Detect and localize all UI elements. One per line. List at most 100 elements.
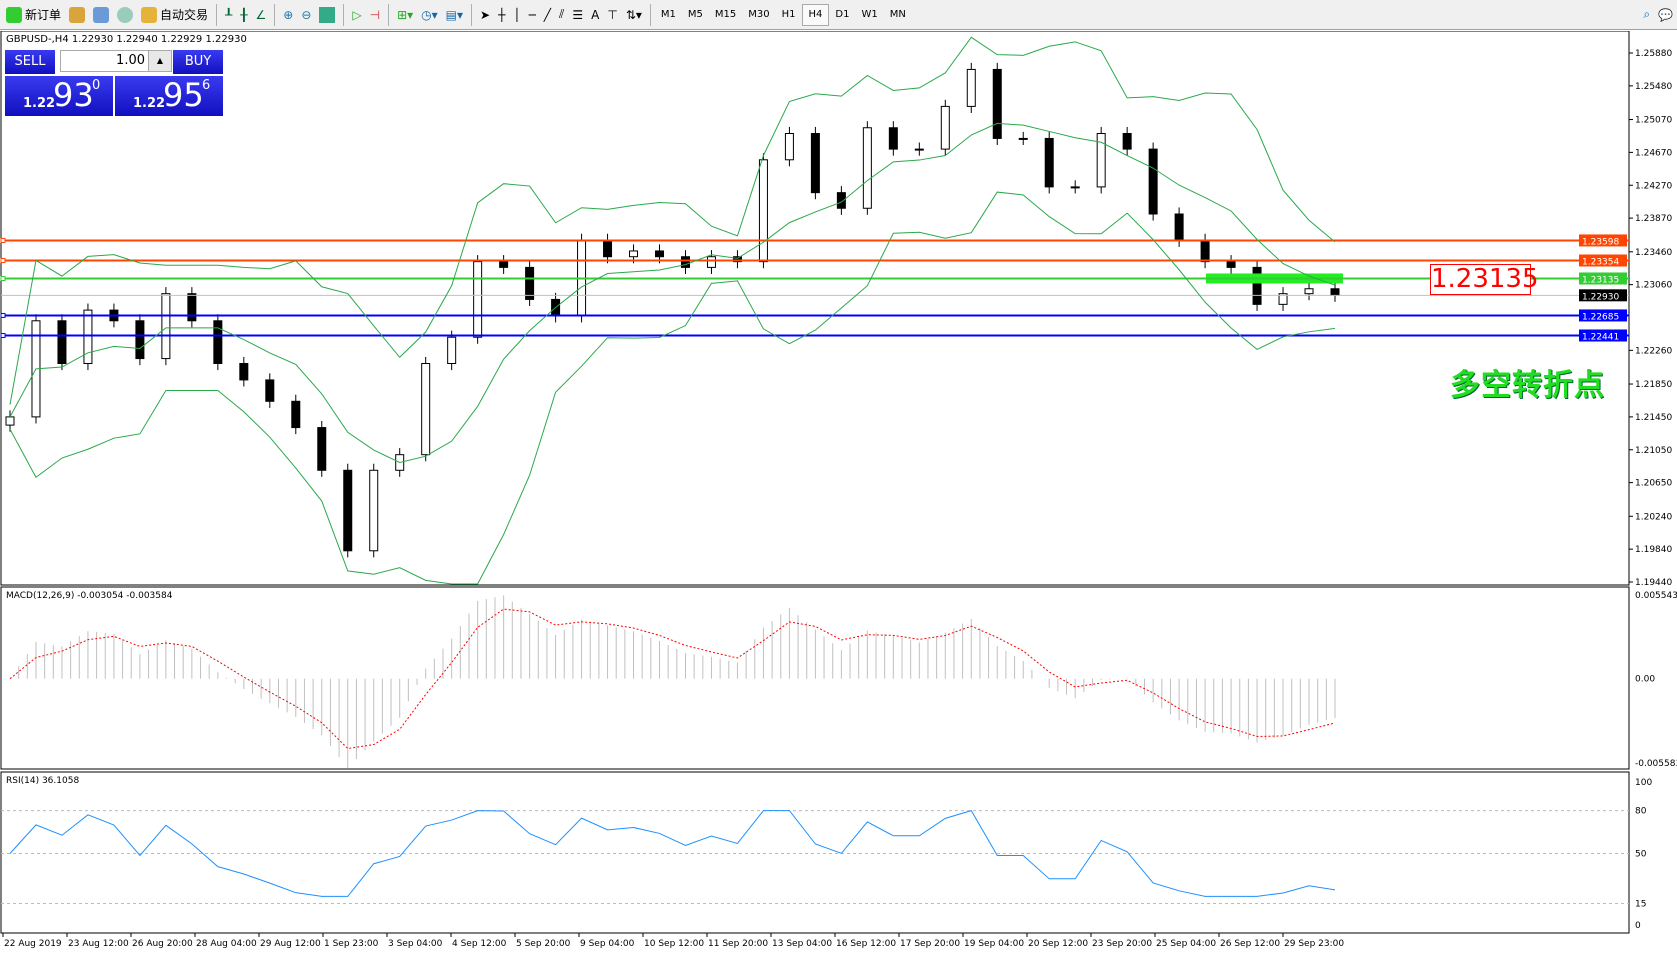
line-handle (0, 275, 6, 281)
timeframe-h4[interactable]: H4 (801, 3, 830, 26)
candle (83, 309, 93, 365)
zoom-out-button[interactable]: ⊖ (297, 3, 315, 27)
candle (992, 68, 1002, 139)
lot-size-input[interactable]: 1.00 (60, 50, 172, 72)
candle-chart-button[interactable]: ╂ (236, 3, 251, 27)
crosshair-button[interactable]: ┼ (494, 3, 509, 27)
candle (836, 192, 846, 209)
time-label: 4 Sep 12:00 (452, 939, 507, 949)
indicators-button[interactable]: ⊞▾ (393, 3, 417, 27)
rsi-label: RSI(14) 36.1058 (6, 776, 79, 786)
autoscroll-button[interactable]: ▷ (348, 3, 365, 27)
timeframe-mn[interactable]: MN (889, 9, 906, 20)
cursor-icon: ➤ (480, 7, 491, 22)
sell-button[interactable]: SELL (5, 50, 55, 74)
time-label: 29 Aug 12:00 (260, 939, 321, 949)
vertical-line-icon: │ (513, 7, 521, 22)
time-label: 29 Sep 23:00 (1284, 939, 1344, 949)
macd-label: MACD(12,26,9) -0.003054 -0.003584 (6, 591, 173, 601)
search-button[interactable]: ⌕ (1639, 3, 1654, 27)
price-tick-label: 1.20650 (1635, 479, 1672, 489)
candle (940, 105, 950, 150)
history-button[interactable] (65, 3, 89, 27)
candle (1044, 137, 1054, 188)
time-label: 17 Sep 20:00 (900, 939, 960, 949)
timeframe-d1[interactable]: D1 (835, 9, 850, 20)
template-icon: ▤▾ (445, 7, 464, 22)
periods-button[interactable]: ◷▾ (417, 3, 442, 27)
channel-button[interactable]: ⫽ (555, 3, 568, 27)
bar-chart-icon: ┸ (225, 7, 233, 22)
text-label-button[interactable]: ⊤ (603, 3, 621, 27)
time-label: 22 Aug 2019 (4, 939, 62, 949)
price-label-box (1579, 309, 1627, 322)
line-handle (0, 312, 6, 318)
arrows-button[interactable]: ⇅▾ (622, 3, 646, 27)
crosshair-icon: ┼ (498, 7, 506, 22)
text-button[interactable]: A (587, 3, 603, 27)
bollinger-upper (9, 36, 1336, 405)
timeframe-m30[interactable]: M30 (748, 9, 770, 20)
cursor-button[interactable]: ➤ (476, 3, 494, 27)
rsi-tick-label: 100 (1635, 778, 1652, 788)
chart-canvas[interactable]: 1.25880 1.25480 1.25070 1.24670 1.24270 1.238… (0, 30, 1677, 950)
chart-shift-button[interactable]: ⊣ (366, 3, 384, 27)
candle (966, 68, 976, 107)
rsi-tick-label: 50 (1635, 850, 1647, 860)
candle (758, 159, 768, 263)
price-tick-label: 1.25880 (1635, 49, 1672, 59)
line-handle (0, 332, 6, 338)
candle (680, 256, 690, 268)
candle (629, 250, 639, 258)
line-chart-button[interactable]: ∠ (252, 3, 271, 27)
timeframe-m15[interactable]: M15 (714, 9, 737, 20)
templates-button[interactable]: ▤▾ (442, 3, 467, 27)
time-label: 9 Sep 04:00 (580, 939, 635, 949)
timeframe-w1[interactable]: W1 (861, 9, 878, 20)
vertical-line-button[interactable]: │ (509, 3, 524, 27)
new-order-icon (6, 6, 22, 23)
time-label: 26 Sep 12:00 (1220, 939, 1280, 949)
tile-windows-button[interactable] (315, 3, 339, 27)
candle (525, 266, 535, 300)
chart-shift-icon: ⊣ (369, 7, 381, 22)
buy-price[interactable]: 1.22 95 6 (115, 76, 223, 116)
sell-price[interactable]: 1.22 93 0 (5, 76, 113, 116)
bar-chart-button[interactable]: ┸ (221, 3, 236, 27)
candle (1304, 288, 1314, 295)
macd-tick-label: 0.00 (1635, 675, 1655, 685)
trendline-icon: ╱ (543, 7, 552, 22)
terminal-button[interactable] (89, 3, 113, 27)
chart-window[interactable]: 1.25880 1.25480 1.25070 1.24670 1.24270 1.238… (0, 30, 1677, 950)
channel-icon: ⫽ (559, 7, 565, 21)
fibonacci-button[interactable]: ☰ (568, 3, 587, 27)
candle (862, 127, 872, 209)
timeframe-m1[interactable]: M1 (660, 9, 676, 20)
buy-button[interactable]: BUY (173, 50, 223, 74)
signals-button[interactable] (113, 3, 137, 27)
timeframe-h1[interactable]: H1 (781, 9, 796, 20)
horizontal-line-icon: ─ (528, 7, 536, 22)
candle (655, 250, 665, 258)
chat-button[interactable]: 💬 (1654, 3, 1677, 27)
price-tick-label: 1.23060 (1635, 281, 1672, 291)
timeframe-m5[interactable]: M5 (687, 9, 703, 20)
price-tick-label: 1.19440 (1635, 578, 1672, 588)
text-label-icon: ⊤ (607, 7, 618, 22)
auto-trading-button[interactable]: 自动交易 (137, 3, 212, 27)
zoom-in-button[interactable]: ⊕ (279, 3, 297, 27)
divider (388, 3, 390, 26)
divider (274, 3, 276, 26)
trendline-button[interactable]: ╱ (540, 3, 555, 27)
new-order-button[interactable]: 新订单 (2, 3, 65, 27)
price-tick-label: 1.21450 (1635, 413, 1672, 423)
price-tick-label: 1.23870 (1635, 214, 1672, 224)
macd-tick-label: -0.005583 (1635, 759, 1677, 769)
candle (317, 427, 327, 471)
horizontal-line-button[interactable]: ─ (525, 3, 540, 27)
main-pane (0, 30, 1630, 586)
price-label: 1.23598 (1582, 237, 1619, 247)
candle (603, 239, 613, 258)
lot-increase-button[interactable]: ▲ (148, 50, 172, 72)
price-label: 1.22441 (1582, 332, 1619, 342)
